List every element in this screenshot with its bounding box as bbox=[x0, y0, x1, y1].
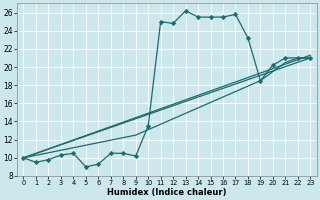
X-axis label: Humidex (Indice chaleur): Humidex (Indice chaleur) bbox=[107, 188, 227, 197]
